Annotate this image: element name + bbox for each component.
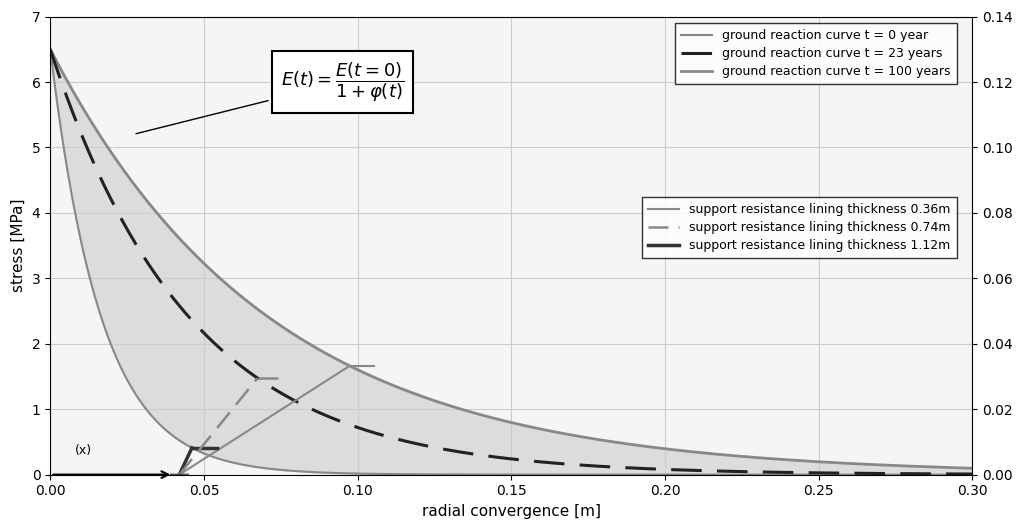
X-axis label: radial convergence [m]: radial convergence [m] [422, 504, 601, 519]
Text: (x): (x) [75, 444, 92, 457]
Legend: support resistance lining thickness 0.36m, support resistance lining thickness 0: support resistance lining thickness 0.36… [642, 197, 957, 259]
Text: $E(t) = \dfrac{E(t=0)}{1+\varphi(t)}$: $E(t) = \dfrac{E(t=0)}{1+\varphi(t)}$ [136, 60, 403, 134]
Y-axis label: stress [MPa]: stress [MPa] [11, 199, 26, 293]
